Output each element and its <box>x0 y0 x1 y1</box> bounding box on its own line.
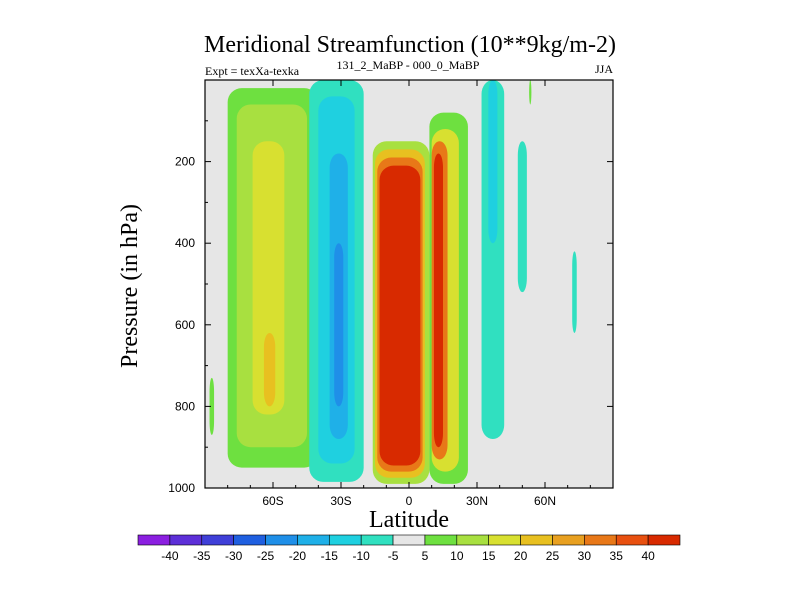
contour-sh-lobe-max <box>263 332 276 407</box>
x-axis-label: Latitude <box>369 507 449 533</box>
y-axis-label: Pressure (in hPa) <box>117 204 143 368</box>
x-tick-label: 0 <box>406 494 413 508</box>
colorbar-label: 25 <box>546 549 560 563</box>
contour-nh-top-sliver <box>529 80 532 105</box>
colorbar-swatch <box>615 534 649 546</box>
contour-fills <box>209 80 577 484</box>
contour-nh-pos-max <box>433 153 443 448</box>
colorbar-swatch <box>647 534 681 546</box>
y-tick-label: 600 <box>175 318 195 332</box>
contour-nh-neg-far <box>572 251 577 333</box>
colorbar-label: 35 <box>610 549 624 563</box>
contour-hadley-max <box>379 165 421 466</box>
contour-nh-neg-core <box>488 80 498 244</box>
chart-title: Meridional Streamfunction (10**9kg/m-2) <box>204 32 616 58</box>
colorbar-swatch <box>424 534 458 546</box>
colorbar-label: 30 <box>578 549 592 563</box>
y-tick-label: 400 <box>175 236 195 250</box>
y-tick-label: 800 <box>175 399 195 413</box>
colorbar-swatch <box>392 534 426 546</box>
y-tick-label: 200 <box>175 155 195 169</box>
colorbar-label: -5 <box>388 549 399 563</box>
colorbar-swatch <box>584 534 617 546</box>
season-label: JJA <box>595 62 613 76</box>
y-tick-label: 1000 <box>168 481 195 495</box>
contour-sh-lobe-core <box>252 141 285 415</box>
colorbar-label: -25 <box>257 549 275 563</box>
colorbar-label: -40 <box>161 549 179 563</box>
contour-nh-neg-band <box>481 80 505 440</box>
x-tick-label: 60N <box>534 494 556 508</box>
colorbar-label: 40 <box>641 549 655 563</box>
colorbar-swatch <box>233 534 266 546</box>
colorbar-swatch <box>488 534 521 546</box>
contour-sh-neg-max <box>334 243 344 407</box>
colorbar-swatch <box>328 534 362 546</box>
colorbar-label: -20 <box>289 549 307 563</box>
colorbar: -40 -35 -30 -25 -20 -15 -10 -5 5 10 15 20 25 30 35 40 <box>137 534 681 563</box>
x-tick-label: 60S <box>262 494 283 508</box>
colorbar-label: 15 <box>482 549 496 563</box>
colorbar-label: 20 <box>514 549 528 563</box>
colorbar-label: -15 <box>321 549 339 563</box>
colorbar-swatch <box>552 534 585 546</box>
colorbar-swatch <box>169 534 203 546</box>
colorbar-swatch <box>456 534 490 546</box>
colorbar-label: -10 <box>353 549 371 563</box>
x-tick-label: 30N <box>466 494 488 508</box>
colorbar-label: -35 <box>193 549 211 563</box>
chart-subtitle: 131_2_MaBP - 000_0_MaBP <box>337 58 480 72</box>
colorbar-label: 10 <box>450 549 464 563</box>
colorbar-swatch <box>137 534 171 546</box>
colorbar-label: 5 <box>422 549 429 563</box>
y-axis: 200 400 600 800 1000 <box>168 120 613 495</box>
contour-sh-edge-sliver <box>209 377 215 435</box>
colorbar-swatch <box>265 534 298 546</box>
colorbar-swatch <box>297 534 330 546</box>
colorbar-swatch <box>201 534 234 546</box>
x-tick-label: 30S <box>330 494 351 508</box>
contour-nh-neg-patch <box>517 141 527 293</box>
colorbar-swatch <box>520 534 553 546</box>
colorbar-swatch <box>360 534 394 546</box>
colorbar-label: -30 <box>225 549 243 563</box>
x-axis: 60S 30S 0 30N 60N <box>227 80 591 508</box>
experiment-label: Expt = texXa-texka <box>205 64 300 78</box>
